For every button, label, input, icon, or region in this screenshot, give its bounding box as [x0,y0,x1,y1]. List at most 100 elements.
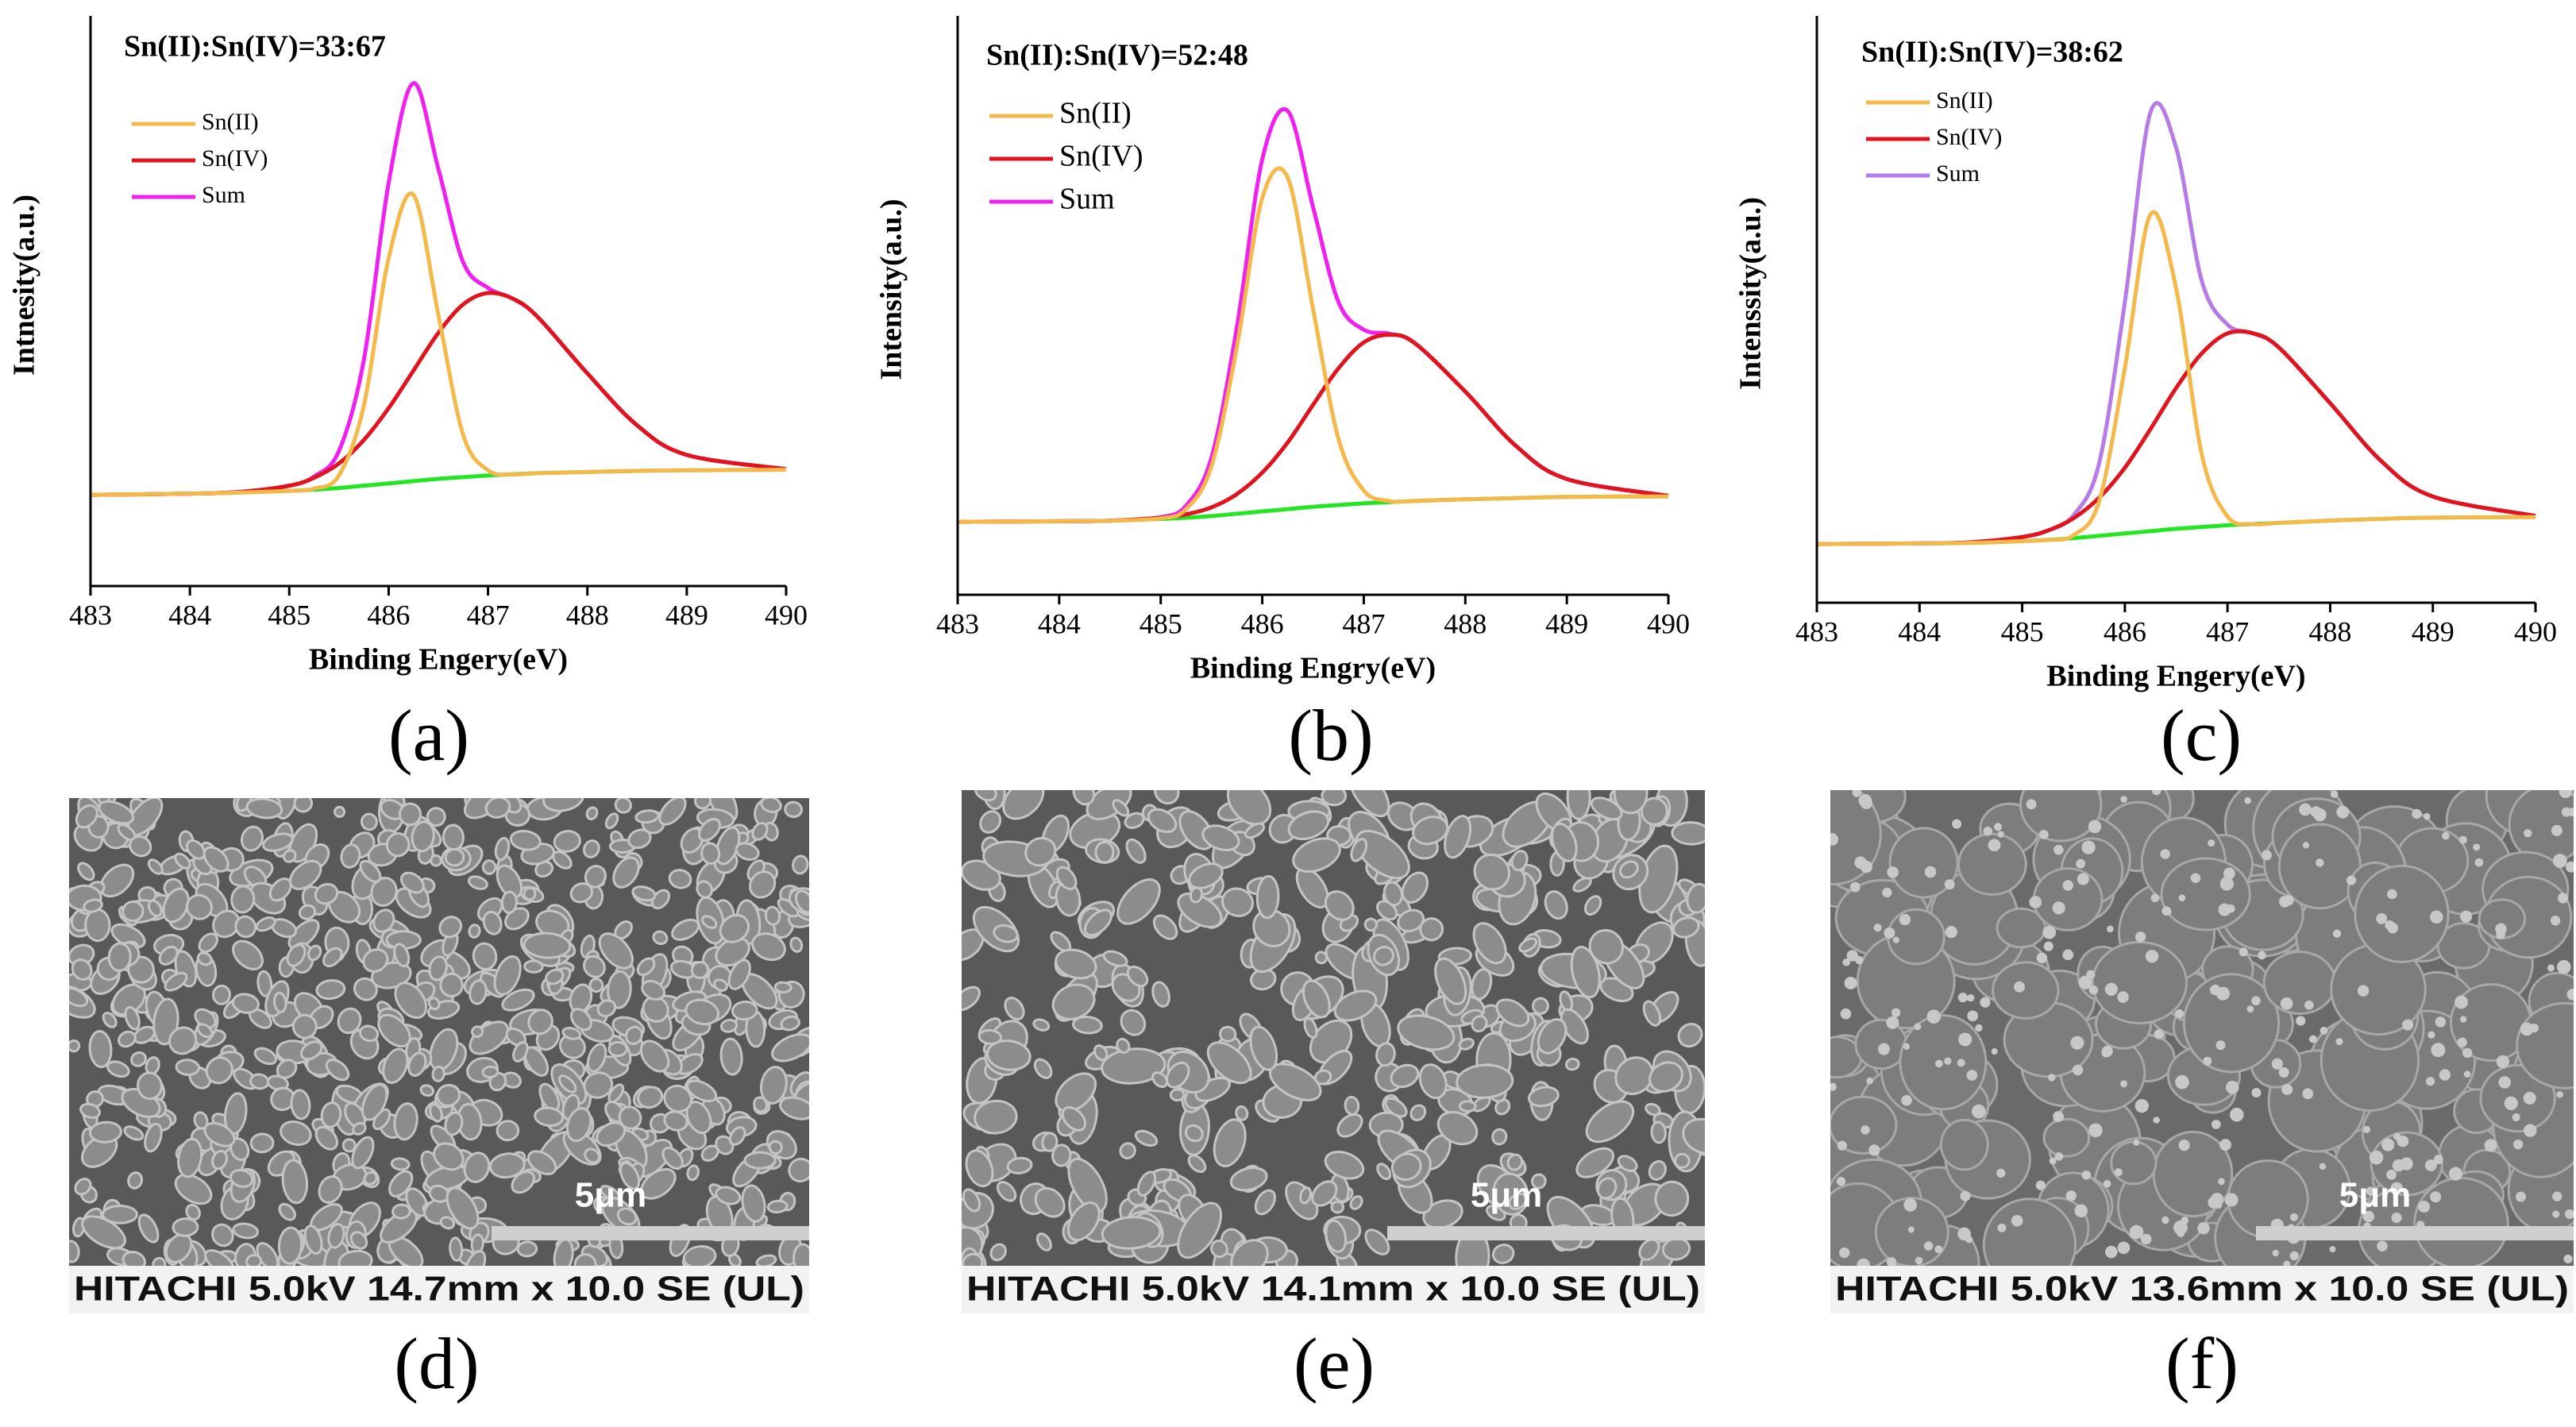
grain [1886,1016,1899,1029]
grain [2014,981,2025,993]
grain [534,1106,565,1128]
grain [2561,807,2571,817]
grain [751,822,769,841]
grain [1645,1102,1661,1117]
grain [2559,790,2573,798]
grain [1884,928,1895,939]
grain [1147,808,1178,834]
grain [1390,1152,1422,1182]
grain [1677,1022,1703,1048]
grain [2460,910,2473,923]
grain [322,947,343,968]
grain [2011,1214,2023,1227]
grain [2357,985,2370,997]
grain [1585,1100,1635,1144]
grain [121,1251,147,1266]
grain [84,908,111,943]
series-line [1816,515,2536,546]
grain [1325,1219,1348,1253]
grain [1915,1256,1923,1265]
grain [494,836,511,862]
grain [205,1056,233,1085]
grain [1887,866,1899,878]
grain [2330,790,2339,798]
grain [431,1065,445,1082]
grain [2386,1169,2397,1180]
grain [1654,1180,1690,1217]
grain [2423,812,2431,820]
grain [2203,1056,2212,1066]
grain [1868,1144,1880,1156]
grain [1957,1059,1965,1067]
grain [989,1243,1007,1262]
grain [1648,1159,1667,1181]
grain [2160,849,2170,859]
panel-label: (e) [1294,1323,1375,1404]
legend-label: Sum [1936,160,1980,187]
grain [1134,1129,1159,1147]
grain [1650,1120,1667,1144]
grain [2110,1140,2158,1186]
x-tick-label: 484 [168,599,211,631]
x-axis-label: Binding Engry(eV) [1190,652,1436,685]
grain [2552,1191,2563,1201]
grain [634,809,660,824]
grain [974,1099,1018,1135]
grain [784,800,804,819]
grain [583,955,606,978]
grain [393,943,411,968]
grain [2516,1191,2526,1202]
grain [1903,1043,1911,1050]
grain [245,798,283,820]
x-tick-label: 485 [2001,615,2044,647]
grain [2175,1074,2189,1090]
grain [419,1084,435,1097]
grain [463,1151,491,1183]
grain [123,1125,145,1141]
grain [1112,799,1130,817]
grain [1966,993,1975,1002]
grain [2566,989,2574,1001]
grain [2120,796,2127,803]
grain [1333,989,1378,1022]
grain [2076,858,2086,869]
grain [985,1039,1032,1071]
grain [792,1243,809,1266]
grain [2129,1225,2144,1240]
grain [282,849,297,863]
grain [1572,877,1592,893]
y-axis-label: Intnesity(a.u.) [8,195,41,376]
grain [2381,1138,2395,1151]
grain [2246,1005,2254,1013]
grain [639,1039,670,1073]
x-tick-label: 489 [2412,615,2455,647]
grain [1120,1009,1147,1036]
grain [359,1024,380,1043]
grain [327,1223,345,1249]
grain [1866,1077,1874,1085]
grain [393,1102,418,1141]
grain [144,1122,163,1153]
grain [2154,1029,2164,1039]
grain [1837,1140,1847,1151]
grain [232,1222,260,1240]
grain [2304,1000,2314,1010]
grain [1860,796,1873,809]
grain [272,991,287,1013]
grain [334,805,346,818]
grain [75,804,98,829]
grain [496,864,523,899]
grain [1882,887,1892,898]
grain [1945,926,1957,939]
grain [1924,866,1937,878]
grain [411,820,435,853]
x-axis-label: Binding Engery(eV) [2046,660,2305,693]
grain [230,885,256,914]
grain [1891,1008,1901,1018]
grain [2458,835,2467,844]
grain [2117,991,2129,1003]
grain [372,908,395,933]
x-tick-label: 483 [936,607,979,639]
grain [1376,1163,1392,1181]
grain [2088,985,2099,995]
